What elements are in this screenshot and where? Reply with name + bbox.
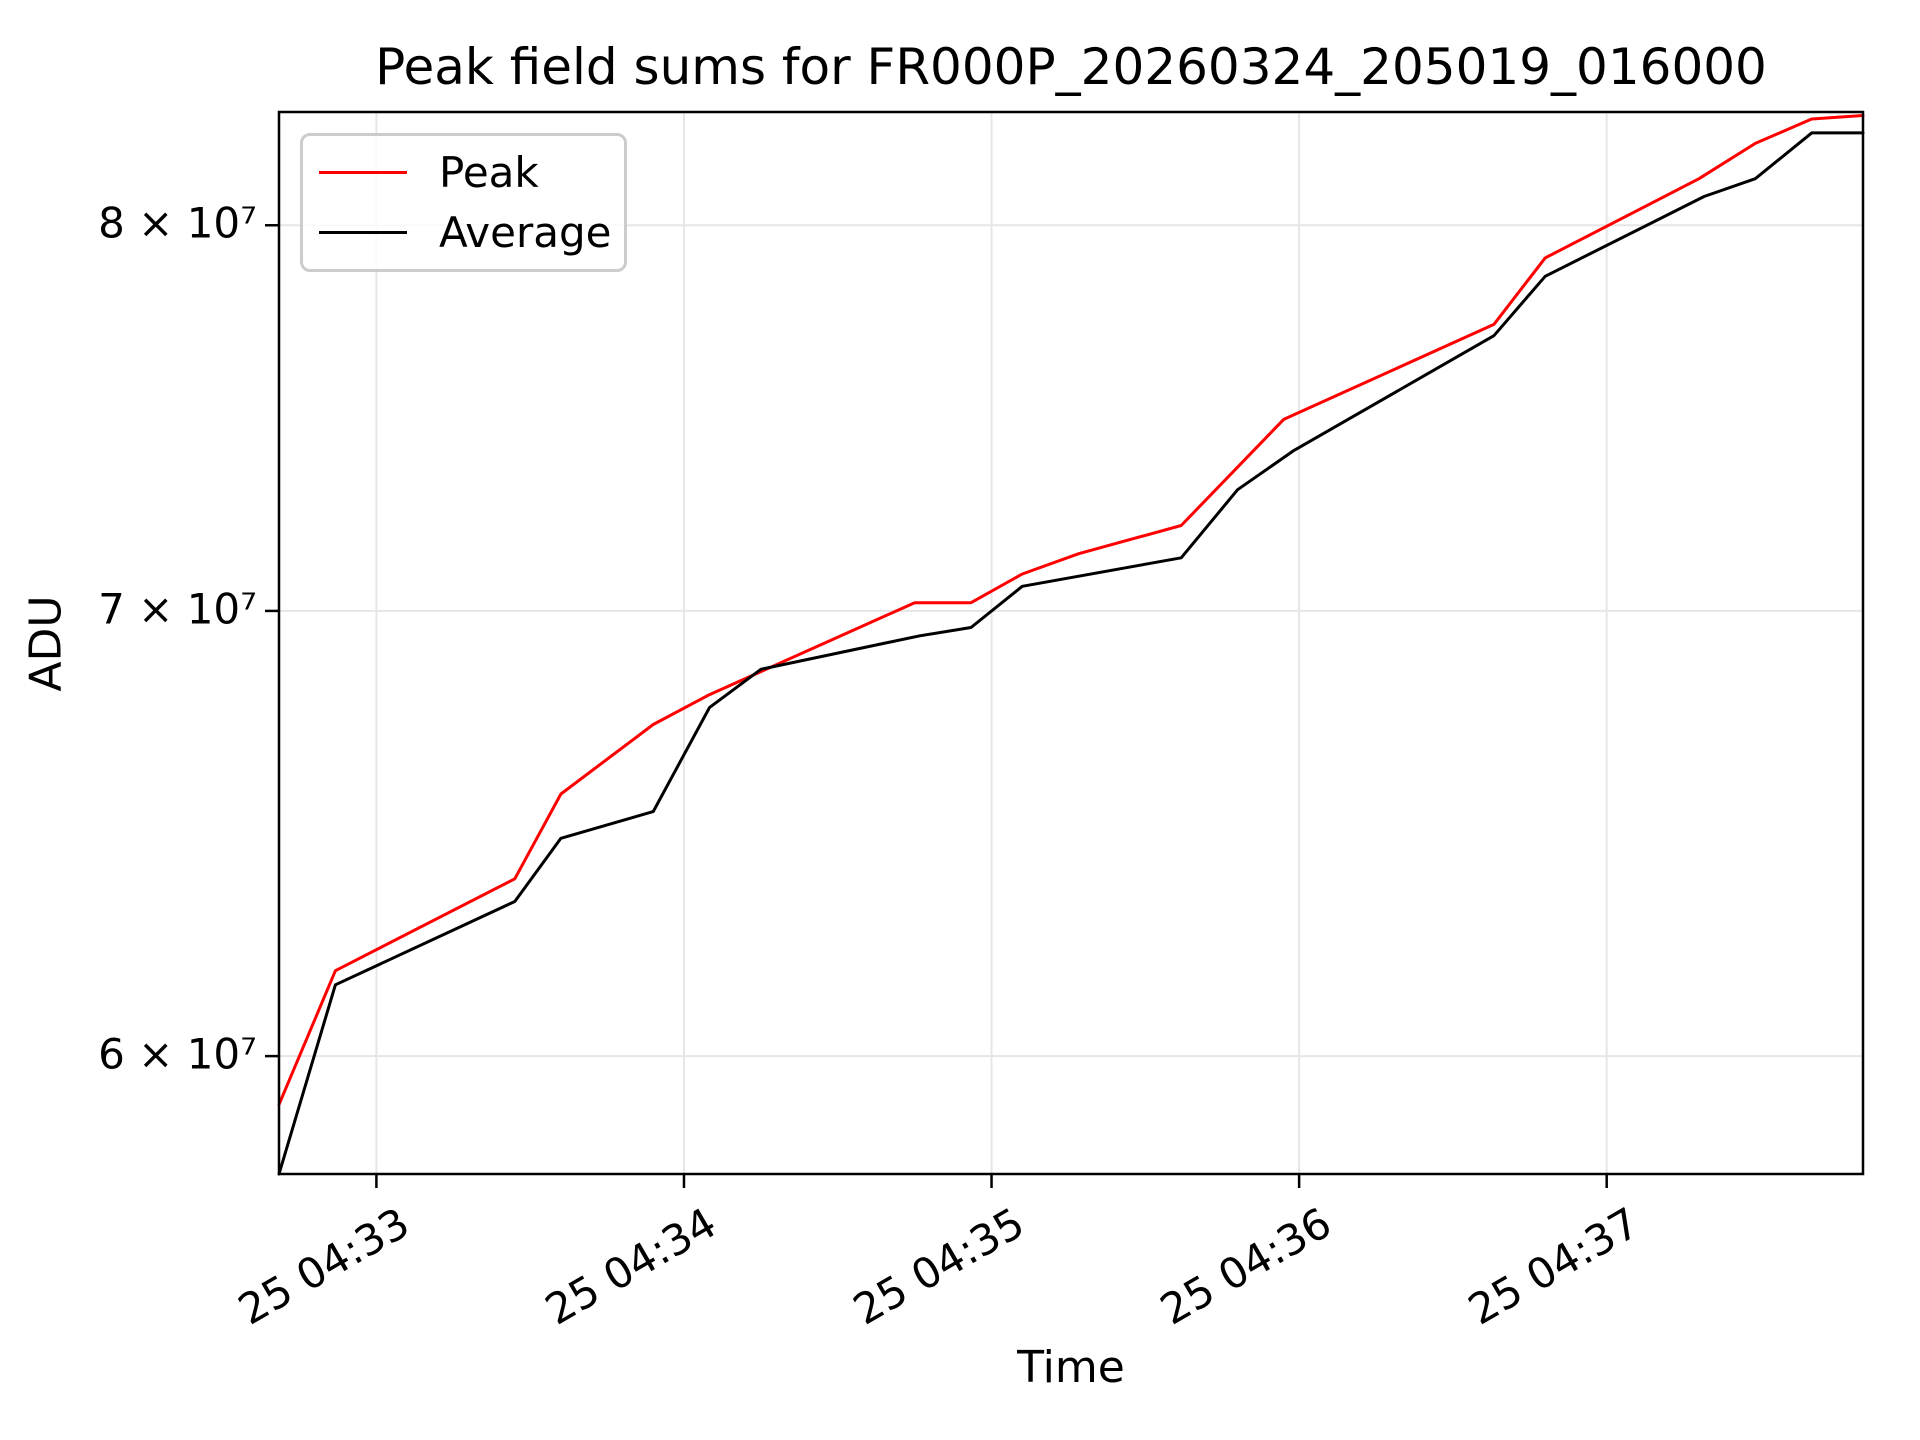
legend-label: Peak	[439, 147, 539, 197]
legend-entry-average: Average	[303, 208, 624, 257]
y-tick-label: 7 × 10⁷	[98, 584, 257, 634]
legend: Peak Average	[300, 133, 627, 272]
x-axis-label: Time	[1017, 1342, 1125, 1393]
plot-border	[277, 110, 1865, 1176]
chart-title: Peak field sums for FR000P_20260324_2050…	[375, 38, 1767, 96]
y-tick-label: 6 × 10⁷	[98, 1029, 257, 1079]
y-axis-label-text: ADU	[20, 594, 72, 692]
average-line-swatch	[319, 231, 407, 235]
peak-line-swatch	[319, 170, 407, 174]
average-line	[277, 131, 1865, 1176]
peak-line	[277, 114, 1865, 1107]
legend-entry-peak: Peak	[303, 148, 624, 197]
y-tick-label: 8 × 10⁷	[98, 198, 257, 248]
y-axis-label: ADU	[16, 112, 76, 1174]
legend-label: Average	[439, 208, 612, 258]
